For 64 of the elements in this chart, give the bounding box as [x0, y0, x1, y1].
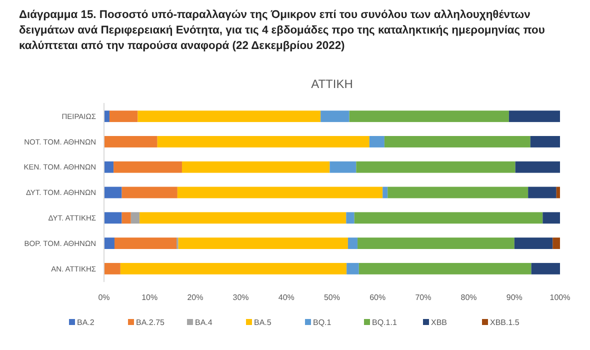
x-tick-label: 60%	[370, 293, 386, 302]
bar	[157, 136, 370, 148]
bar	[104, 212, 122, 224]
bar	[104, 161, 114, 173]
bar	[182, 161, 330, 173]
bar	[122, 186, 178, 198]
x-tick-label: 80%	[460, 293, 477, 302]
bar	[104, 136, 158, 148]
bar	[114, 238, 177, 249]
legend-label: BQ.1.1	[372, 318, 398, 327]
x-tick-label: 90%	[506, 293, 522, 302]
bar	[104, 262, 120, 274]
bar	[369, 136, 384, 148]
x-tick-label: 100%	[550, 293, 570, 302]
bar	[346, 212, 354, 224]
bar	[528, 186, 556, 198]
bar	[104, 186, 122, 198]
legend-label: BA.2.75	[136, 318, 166, 327]
chart-subtitle: ΑΤΤΙΚΗ	[311, 77, 353, 91]
bar	[104, 238, 114, 249]
bar	[388, 186, 528, 198]
bar	[542, 212, 560, 224]
bar	[382, 186, 388, 198]
bar	[130, 212, 140, 224]
bar	[177, 186, 383, 198]
legend-label: BA.4	[195, 318, 213, 327]
bar	[356, 161, 516, 173]
bar	[530, 136, 560, 148]
legend-label: BA.2	[77, 318, 95, 327]
bar	[358, 262, 532, 274]
bar	[120, 262, 347, 274]
x-tick-label: 10%	[142, 293, 158, 302]
bar	[346, 262, 359, 274]
x-tick-label: 50%	[324, 293, 340, 302]
legend-label: XBB.1.5	[490, 318, 520, 327]
bar	[556, 186, 560, 198]
chart-title: Διάγραμμα 15. Ποσοστό υπό-παραλλαγών της Όμικρον επί του συνόλου των αλληλουχηθέντων δειγμάτων ανά Περιφερειακή Ενότητα, για τις 4 εβδομάδες προ της καταληκτικής ημερομηνίας που καλύπτεται από την παρούσα αναφορά (22 Δεκεμβρίου 2022)	[19, 9, 546, 52]
x-tick-label: 40%	[278, 293, 294, 302]
bar	[552, 238, 560, 249]
legend-label: BA.5	[254, 318, 272, 327]
x-tick-label: 20%	[187, 293, 204, 302]
bar	[358, 238, 514, 249]
bar	[384, 136, 530, 148]
bar	[354, 212, 543, 224]
bar	[122, 212, 131, 224]
bar	[138, 110, 321, 122]
bar	[330, 161, 356, 173]
x-tick-label: 0%	[98, 293, 110, 302]
legend-label: XBB	[431, 318, 448, 327]
bar	[349, 110, 509, 122]
bar	[348, 238, 358, 249]
bar	[140, 212, 346, 224]
bar	[320, 110, 350, 122]
bar	[104, 110, 110, 122]
bar	[114, 161, 182, 173]
bar	[515, 161, 560, 173]
x-tick-label: 70%	[415, 293, 432, 302]
bar	[531, 262, 560, 274]
bar	[178, 238, 348, 249]
x-tick-label: 30%	[232, 293, 249, 302]
legend-label: BQ.1	[313, 318, 332, 327]
bar	[514, 238, 553, 249]
bar	[109, 110, 138, 122]
bar	[508, 110, 560, 122]
